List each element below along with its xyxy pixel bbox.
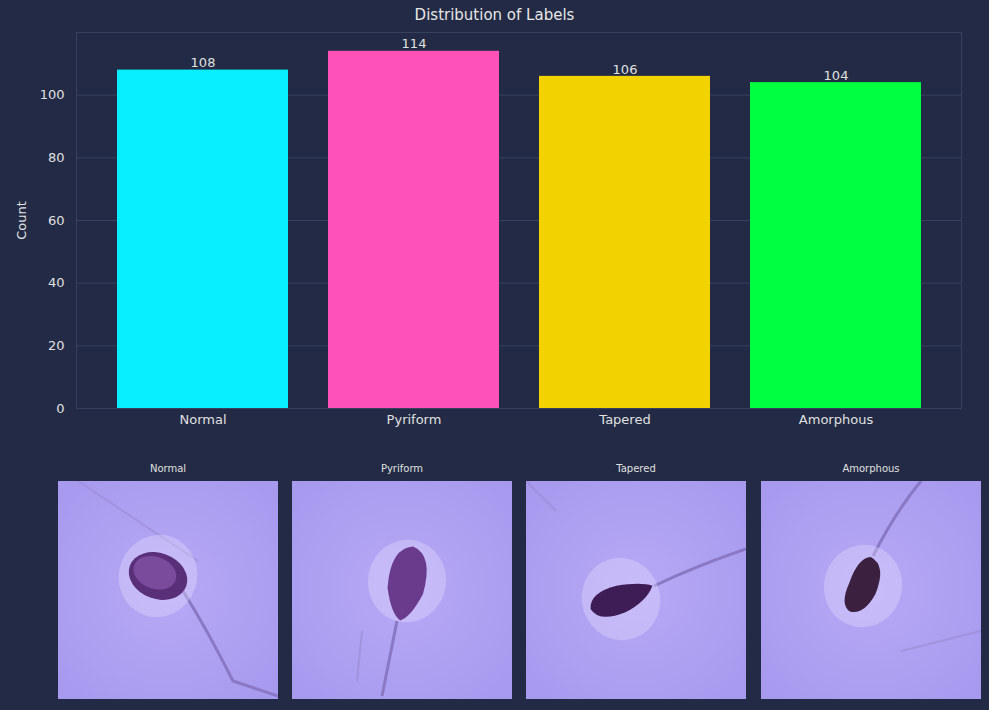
svg-text:108: 108 [191, 55, 216, 70]
html-text:Amorphous: Amorphous [842, 463, 900, 474]
svg-text:60: 60 [48, 213, 65, 228]
html-text:Distribution of Labels: Distribution of Labels [414, 6, 575, 24]
svg-text:104: 104 [824, 68, 849, 83]
svg-text:40: 40 [48, 275, 65, 290]
svg-text:114: 114 [402, 36, 427, 51]
svg-text:100: 100 [40, 87, 65, 102]
svg-text:Normal: Normal [179, 412, 226, 427]
svg-text:Tapered: Tapered [598, 412, 650, 427]
html-text:Normal: Normal [149, 463, 187, 474]
svg-text:106: 106 [613, 62, 638, 77]
svg-text:Count: Count [14, 201, 29, 240]
svg-text:80: 80 [48, 150, 65, 165]
svg-text:Amorphous: Amorphous [799, 412, 874, 427]
html-text:Tapered: Tapered [616, 463, 656, 474]
svg-text:0: 0 [56, 401, 64, 416]
html-text:Pyriform: Pyriform [380, 463, 424, 474]
svg-text:Pyriform: Pyriform [387, 412, 442, 427]
svg-text:20: 20 [48, 338, 65, 353]
